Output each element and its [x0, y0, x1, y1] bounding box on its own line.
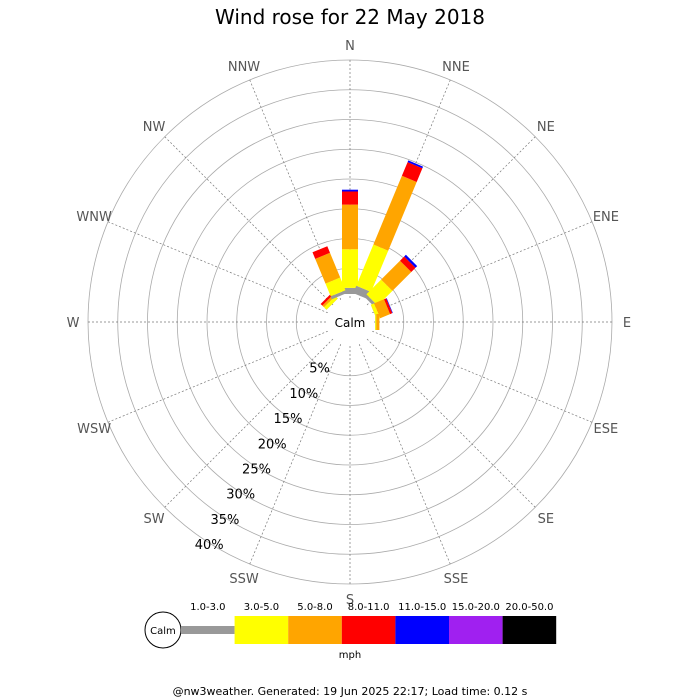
bar-nnw-bin-3 [315, 252, 341, 284]
legend-swatch-3 [288, 616, 342, 644]
bar-n-bin-4 [342, 191, 358, 205]
legend-swatch-5 [395, 616, 449, 644]
direction-label-w: W [67, 316, 80, 331]
bar-ne-bin-5 [404, 254, 418, 268]
legend-bin-label-7: 20.0-50.0 [505, 602, 553, 613]
ring-label-7: 35% [210, 513, 239, 528]
bar-nw-bin-4 [320, 292, 334, 306]
legend-swatch-6 [449, 616, 503, 644]
footer-text: @nw3weather. Generated: 19 Jun 2025 22:1… [173, 685, 528, 698]
legend-swatch-7 [502, 616, 557, 644]
direction-label-ne: NE [537, 120, 555, 135]
direction-label-ese: ESE [594, 422, 619, 437]
legend-bin-label-3: 5.0-8.0 [297, 602, 332, 613]
ring-labels: 5% 10% 15% 20% 25% 30% 35% 40% [195, 362, 330, 554]
bar-nnw-bin-1 [330, 290, 347, 300]
bar-n-bin-5 [342, 189, 358, 192]
bar-nne-bin-3 [373, 175, 417, 251]
chart-title: Wind rose for 22 May 2018 [215, 5, 485, 29]
bar-nne-bin-4 [401, 162, 423, 182]
bar-ne-bin-3 [381, 260, 412, 291]
bar-e-bin-3 [376, 314, 380, 330]
ring-label-8: 40% [195, 538, 224, 553]
ring-label-6: 30% [226, 488, 255, 503]
direction-label-s: S [346, 593, 354, 608]
wind-bars [312, 160, 423, 330]
bar-e-bin-2 [375, 314, 377, 330]
legend-bin-label-6: 15.0-20.0 [452, 602, 500, 613]
ring-label-2: 10% [289, 387, 318, 402]
direction-label-ene: ENE [593, 210, 619, 225]
legend-swatch-1 [181, 626, 235, 634]
speed-legend: Calm 1.0-3.0 3.0-5.0 5.0-8.0 8.0-11.0 11.0-1… [144, 602, 557, 661]
ring-label-3: 15% [274, 412, 303, 427]
legend-swatch-4 [341, 616, 396, 644]
bar-ne-bin-2 [366, 279, 393, 306]
direction-label-ssw: SSW [229, 572, 259, 587]
direction-label-n: N [345, 39, 355, 54]
bar-nne-bin-5 [407, 160, 423, 169]
bar-n-bin-3 [342, 204, 358, 250]
direction-label-e: E [623, 316, 631, 331]
direction-label-wsw: WSW [77, 422, 111, 437]
direction-label-nw: NW [143, 120, 166, 135]
direction-label-nnw: NNW [228, 60, 260, 75]
bar-nnw-bin-4 [312, 246, 330, 259]
legend-bin-label-4: 8.0-11.0 [348, 602, 390, 613]
bar-ene-bin-5 [386, 298, 393, 314]
direction-label-nne: NNE [442, 60, 470, 75]
direction-label-wnw: WNW [76, 210, 112, 225]
legend-bin-label-5: 11.0-15.0 [398, 602, 446, 613]
legend-bin-label-2: 3.0-5.0 [244, 602, 279, 613]
legend-bin-label-1: 1.0-3.0 [190, 602, 225, 613]
bar-ene-bin-4 [384, 298, 393, 315]
legend-swatch-2 [234, 616, 289, 644]
calm-circle [326, 298, 374, 346]
legend-units: mph [339, 650, 361, 661]
direction-label-se: SE [538, 512, 554, 527]
ring-label-1: 5% [309, 362, 330, 377]
ring-label-4: 20% [258, 437, 287, 452]
bar-nne-bin-2 [356, 244, 389, 292]
ring-4 [206, 178, 494, 466]
bar-nnw-bin-2 [325, 277, 346, 297]
legend-calm-label: Calm [150, 626, 176, 637]
bar-n-bin-2 [342, 249, 358, 288]
direction-labels: N NNE NE ENE E ESE SE SSE S SSW SW WSW W WNW NW NNW [67, 39, 632, 608]
bar-ene-bin-3 [374, 299, 391, 319]
bar-ne-bin-4 [400, 256, 416, 272]
ring-label-5: 25% [242, 463, 271, 478]
ring-6 [147, 119, 553, 525]
direction-label-sw: SW [144, 512, 165, 527]
direction-label-sse: SSE [444, 572, 469, 587]
calm-label: Calm [335, 316, 366, 330]
bar-nw-bin-2 [324, 296, 338, 310]
